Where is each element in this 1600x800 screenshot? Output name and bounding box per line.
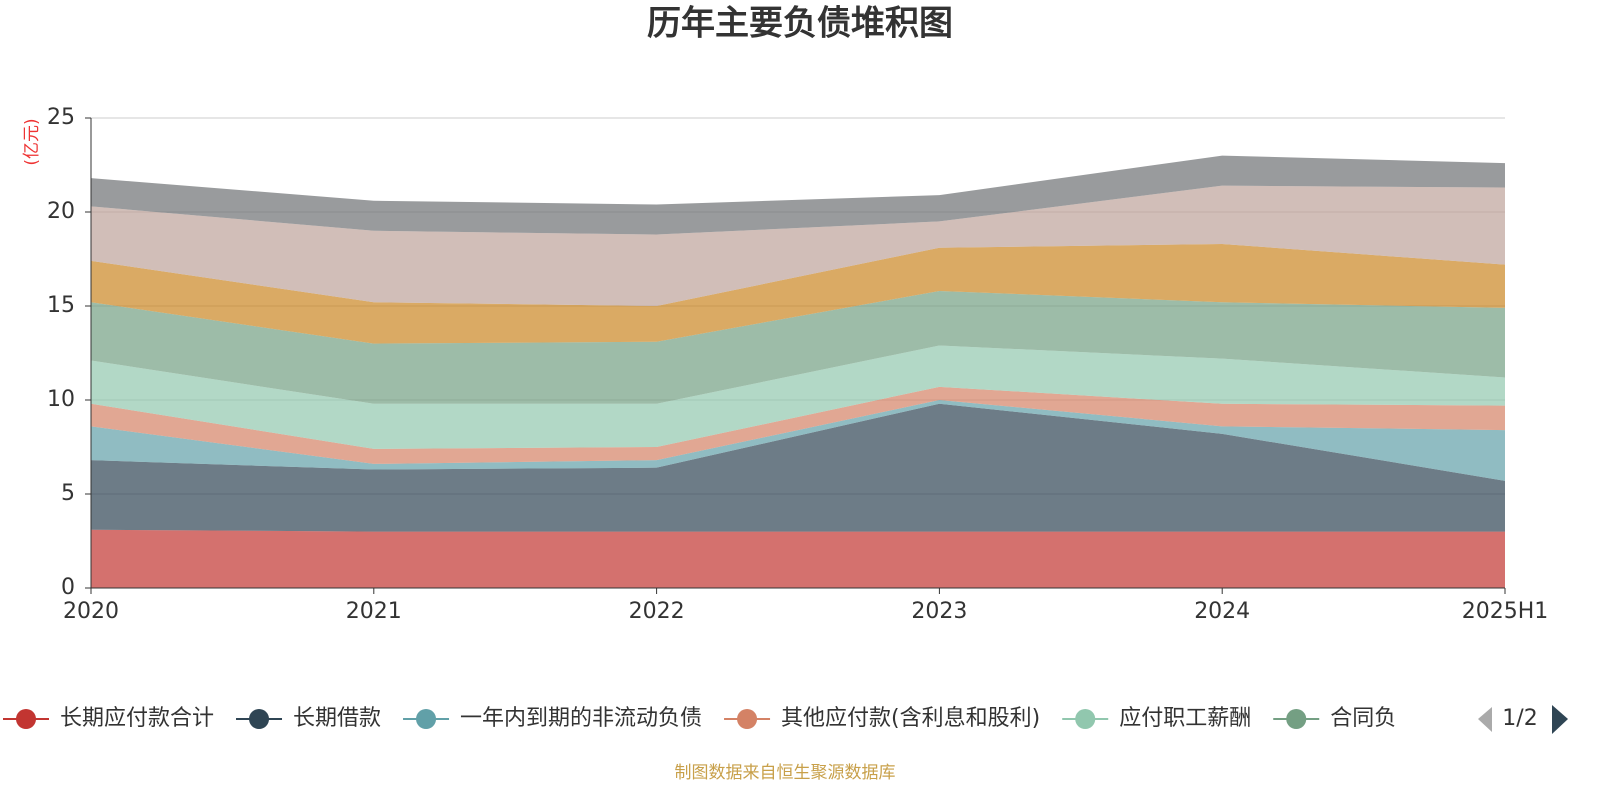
y-tick-label: 10 [47,387,75,412]
area [91,290,1505,404]
y-tick-label: 0 [61,575,75,600]
y-tick-label: 20 [47,199,75,224]
area [91,386,1505,464]
y-tick-label: 5 [61,481,75,506]
areas [91,155,1505,588]
x-tick-label: 2023 [911,599,967,624]
legend-marker [249,709,270,729]
axes: 0 5 10 15 20 25 2020 2021 2022 2023 2024 2025H1 [47,105,1548,624]
area [91,400,1505,481]
x-tick-label: 2024 [1194,599,1250,624]
legend-marker [416,709,437,729]
x-tick-label: 2021 [346,599,402,624]
legend-page: 1/2 [1502,706,1537,731]
legend-prev[interactable] [1478,707,1492,732]
legend-marker [1286,709,1307,729]
x-tick-label: 2020 [63,599,119,624]
legend-marker [1075,709,1096,729]
area [91,155,1505,235]
legend-next[interactable] [1552,705,1568,734]
area [91,345,1505,449]
area [91,529,1505,588]
legend-marker [737,709,758,729]
area [91,243,1505,344]
legend-label[interactable]: 长期借款 [293,706,381,731]
legend: 长期应付款合计 长期借款 一年内到期的非流动负债 其他应付款(含利息和股利) 应付职工薪… [3,706,1396,731]
chart-title: 历年主要负债堆积图 [647,4,953,44]
y-axis-label: (亿元) [22,118,42,165]
source-note: 制图数据来自恒生聚源数据库 [675,763,896,783]
legend-label[interactable]: 长期应付款合计 [60,706,214,731]
x-tick-label: 2025H1 [1462,599,1549,624]
legend-marker [16,709,36,729]
area [91,185,1505,306]
y-tick-label: 15 [47,293,75,318]
y-tick-label: 25 [47,105,75,130]
legend-label[interactable]: 其他应付款(含利息和股利) [781,706,1040,731]
x-tick-label: 2022 [629,599,685,624]
legend-label[interactable]: 一年内到期的非流动负债 [460,706,702,731]
area [91,403,1505,532]
legend-label[interactable]: 合同负 [1330,706,1396,731]
legend-label[interactable]: 应付职工薪酬 [1119,706,1251,731]
